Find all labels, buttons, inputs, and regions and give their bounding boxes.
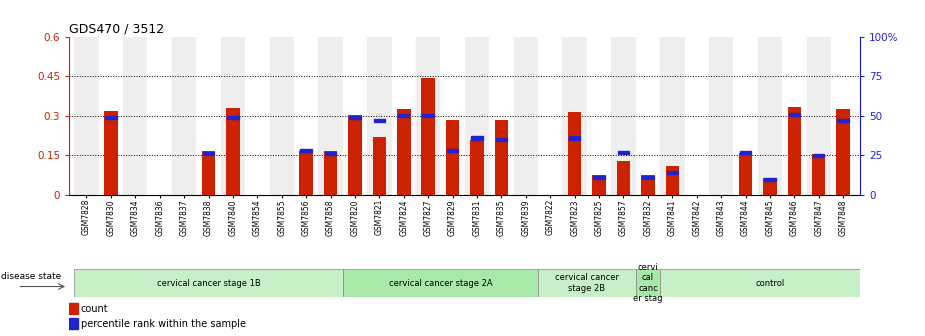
Bar: [325, 152, 337, 155]
Bar: [343, 37, 367, 195]
Bar: [447, 149, 458, 152]
Bar: [227, 108, 240, 195]
Bar: [300, 152, 313, 195]
Bar: [318, 37, 343, 195]
Bar: [172, 37, 196, 195]
Bar: [348, 115, 362, 195]
Text: cervical cancer stage 2A: cervical cancer stage 2A: [388, 279, 492, 288]
Bar: [301, 149, 312, 152]
Bar: [807, 37, 831, 195]
Text: cervical cancer stage 1B: cervical cancer stage 1B: [156, 279, 260, 288]
Bar: [496, 138, 507, 141]
Bar: [569, 136, 580, 140]
Bar: [196, 37, 221, 195]
Text: control: control: [756, 279, 784, 288]
Bar: [740, 151, 751, 154]
Bar: [568, 112, 582, 195]
Bar: [789, 113, 800, 116]
Bar: [123, 37, 147, 195]
Bar: [105, 111, 117, 195]
Bar: [660, 269, 880, 297]
Bar: [538, 37, 562, 195]
Bar: [831, 37, 856, 195]
Text: percentile rank within the sample: percentile rank within the sample: [81, 319, 246, 329]
Bar: [472, 136, 483, 140]
Bar: [592, 175, 606, 195]
Bar: [373, 137, 386, 195]
Text: GDS470 / 3512: GDS470 / 3512: [69, 22, 165, 35]
Bar: [666, 166, 679, 195]
Bar: [618, 151, 629, 154]
Bar: [105, 116, 117, 119]
Bar: [367, 37, 391, 195]
Bar: [423, 114, 434, 118]
Bar: [228, 116, 239, 119]
Bar: [74, 37, 99, 195]
Bar: [495, 120, 508, 195]
Text: disease state: disease state: [2, 272, 62, 281]
Bar: [617, 161, 630, 195]
Bar: [709, 37, 734, 195]
Text: cervi
cal
canc
er stag: cervi cal canc er stag: [633, 263, 662, 303]
Bar: [69, 318, 78, 329]
Bar: [667, 171, 678, 174]
Bar: [203, 152, 215, 155]
Bar: [391, 37, 416, 195]
Bar: [593, 176, 605, 179]
Bar: [397, 109, 411, 195]
Bar: [99, 37, 123, 195]
Bar: [812, 154, 825, 195]
Bar: [416, 37, 440, 195]
Bar: [446, 120, 460, 195]
Bar: [739, 153, 752, 195]
Bar: [465, 37, 489, 195]
Bar: [586, 37, 611, 195]
Bar: [513, 37, 538, 195]
Bar: [343, 269, 538, 297]
Bar: [684, 37, 709, 195]
Bar: [294, 37, 318, 195]
Bar: [489, 37, 513, 195]
Bar: [836, 109, 850, 195]
Bar: [350, 116, 361, 119]
Bar: [440, 37, 465, 195]
Bar: [611, 37, 635, 195]
Bar: [635, 269, 660, 297]
Bar: [783, 37, 807, 195]
Bar: [69, 303, 78, 314]
Bar: [221, 37, 245, 195]
Bar: [74, 269, 343, 297]
Bar: [374, 119, 385, 122]
Bar: [813, 154, 824, 157]
Bar: [324, 152, 338, 195]
Bar: [562, 37, 586, 195]
Bar: [642, 176, 654, 179]
Text: cervical cancer
stage 2B: cervical cancer stage 2B: [555, 274, 619, 293]
Bar: [641, 175, 655, 195]
Bar: [758, 37, 783, 195]
Bar: [422, 78, 435, 195]
Bar: [660, 37, 684, 195]
Bar: [538, 269, 635, 297]
Bar: [763, 178, 777, 195]
Bar: [147, 37, 172, 195]
Bar: [787, 107, 801, 195]
Bar: [837, 119, 849, 122]
Bar: [764, 177, 776, 181]
Bar: [398, 114, 410, 118]
Bar: [269, 37, 294, 195]
Bar: [734, 37, 758, 195]
Text: count: count: [81, 304, 108, 313]
Bar: [635, 37, 660, 195]
Bar: [470, 140, 484, 195]
Bar: [245, 37, 269, 195]
Bar: [202, 152, 216, 195]
